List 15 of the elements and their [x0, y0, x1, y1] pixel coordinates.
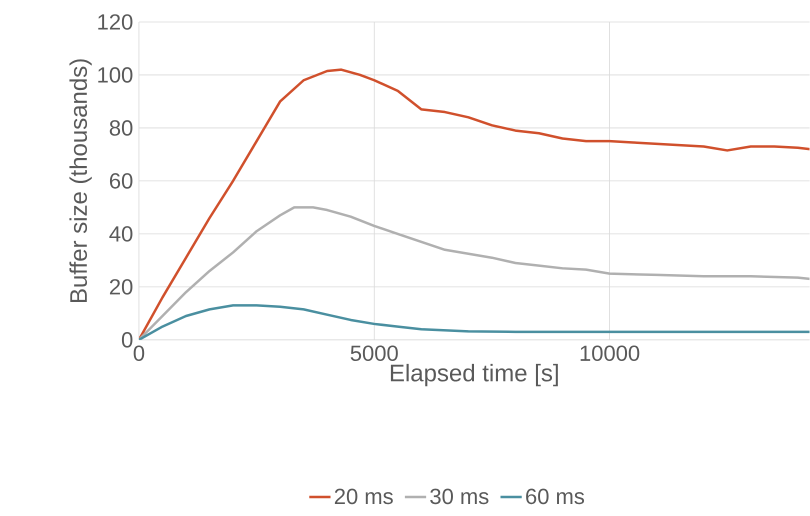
- y-tick-label: 0: [122, 332, 132, 348]
- y-tick-label: 40: [109, 226, 132, 242]
- y-tick-label: 20: [110, 279, 132, 295]
- x-tick-label: 10000: [580, 346, 640, 362]
- x-tick-label: 0: [134, 346, 144, 362]
- y-tick-label: 100: [98, 67, 132, 83]
- legend-label: 20 ms: [334, 488, 393, 504]
- y-tick-label: 80: [110, 120, 132, 136]
- y-axis-title: Buffer size (thousands): [69, 59, 92, 302]
- legend-label: 60 ms: [526, 488, 584, 504]
- y-tick-label: 60: [110, 173, 132, 189]
- y-tick-label: 120: [98, 14, 132, 30]
- x-tick-label: 5000: [350, 346, 398, 362]
- legend-label: 30 ms: [430, 488, 488, 504]
- x-axis-title: Elapsed time [s]: [390, 364, 558, 386]
